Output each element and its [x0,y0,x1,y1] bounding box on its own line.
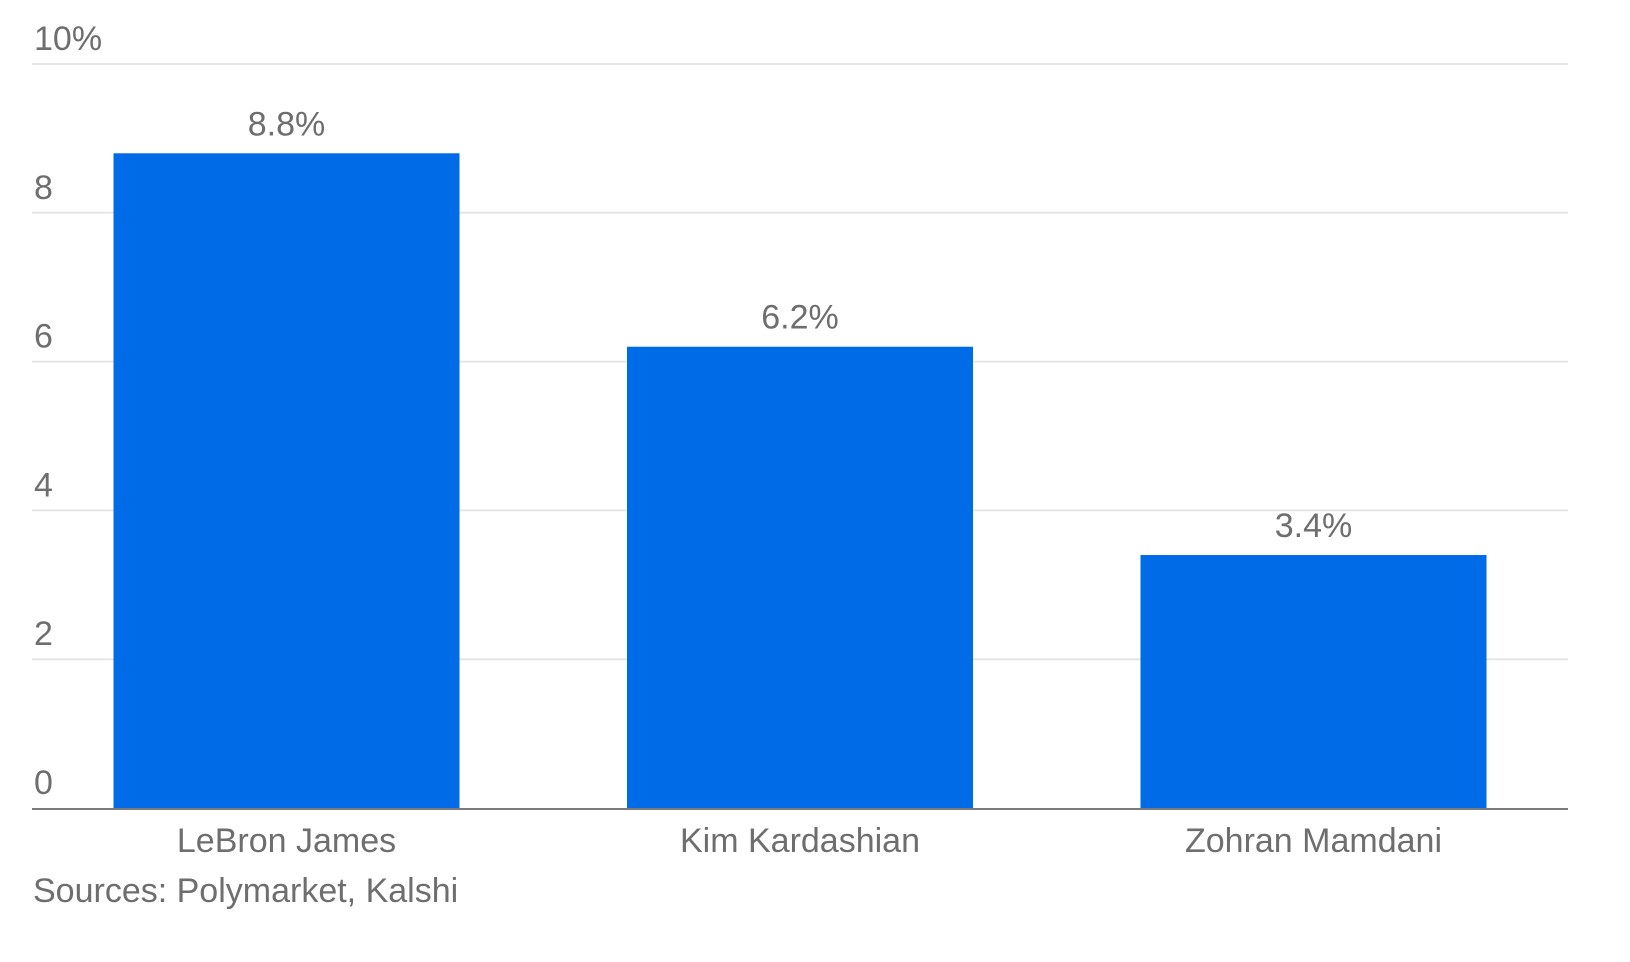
category-labels: LeBron James Kim Kardashian Zohran Mamdani [177,822,1442,860]
y-tick-label-4: 4 [34,466,53,504]
y-tick-label-2: 2 [34,615,53,653]
y-tick-label-8: 8 [34,169,53,207]
source-note: Sources: Polymarket, Kalshi [33,872,459,910]
category-label-zohran-mamdani: Zohran Mamdani [1185,822,1442,860]
y-tick-label-6: 6 [34,318,53,356]
data-label-zohran-mamdani: 3.4% [1275,507,1353,545]
data-label-kim-kardashian: 6.2% [761,299,839,337]
data-label-lebron-james: 8.8% [248,105,326,143]
category-label-lebron-james: LeBron James [177,822,396,860]
bar-kim-kardashian [627,346,973,808]
y-tick-label-0: 0 [34,764,53,802]
bar-lebron-james [113,153,460,808]
data-labels: 8.8% 6.2% 3.4% [248,105,1353,545]
y-axis-ticks: 0 2 4 6 8 10% [34,20,102,802]
y-tick-label-10: 10% [34,20,102,58]
bars [113,153,1487,808]
category-label-kim-kardashian: Kim Kardashian [680,822,920,860]
bar-zohran-mamdani [1140,555,1487,808]
